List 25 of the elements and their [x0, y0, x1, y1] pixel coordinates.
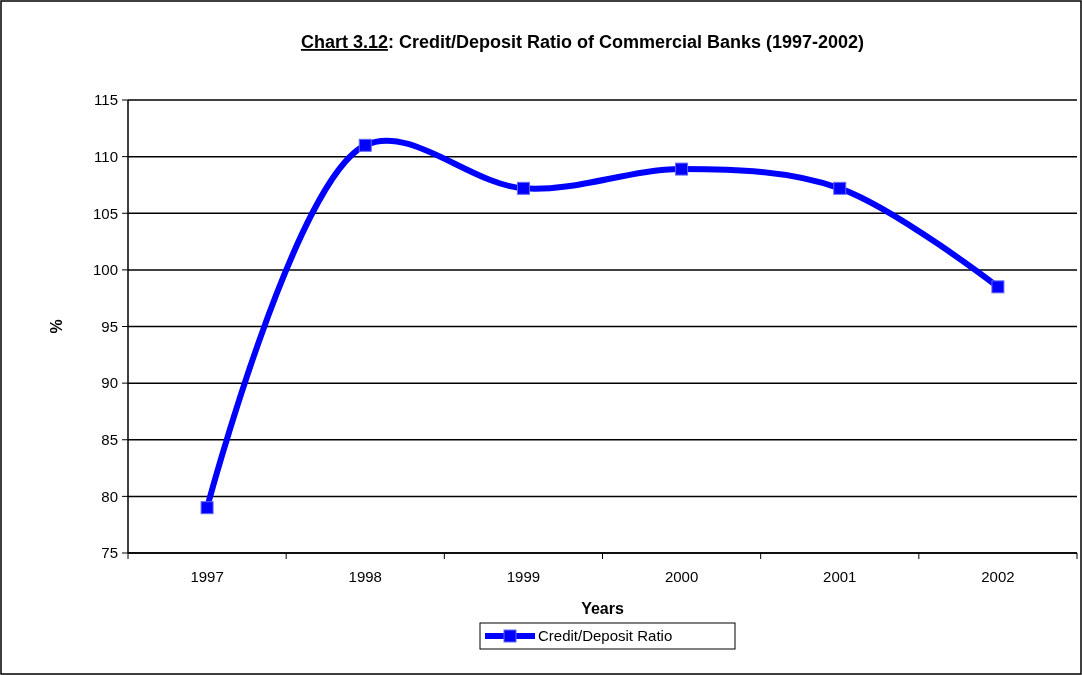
point [675, 162, 689, 176]
chart-title: Chart 3.12: Credit/Deposit Ratio of Commercial Banks (1997-2002) [300, 32, 865, 52]
y-tick-label: 90 [101, 374, 118, 392]
y-tick-label: 115 [94, 91, 118, 109]
legend-label: Credit/Deposit Ratio [538, 627, 673, 645]
y-tick-label: 110 [94, 147, 118, 165]
point [991, 280, 1005, 294]
point [516, 181, 530, 195]
x-tick-label: 2000 [664, 568, 699, 585]
y-tick-label: 80 [101, 487, 118, 505]
x-tick-label: 1997 [190, 568, 224, 585]
x-tick-label: 1999 [506, 568, 541, 585]
point [200, 501, 214, 515]
x-tick-label: 2001 [823, 568, 857, 585]
point [833, 181, 847, 195]
y-tick-label: 100 [92, 261, 118, 279]
y-tick-label: 95 [101, 317, 118, 335]
y-tick-label: 85 [101, 431, 118, 448]
x-axis-title: Years [581, 600, 624, 617]
x-tick-label: 2002 [981, 568, 1015, 585]
point [358, 138, 372, 152]
y-tick-label: 75 [101, 544, 118, 562]
y-tick-label: 105 [92, 204, 118, 222]
y-axis-title: % [48, 319, 65, 334]
x-tick-label: 1998 [348, 568, 382, 585]
